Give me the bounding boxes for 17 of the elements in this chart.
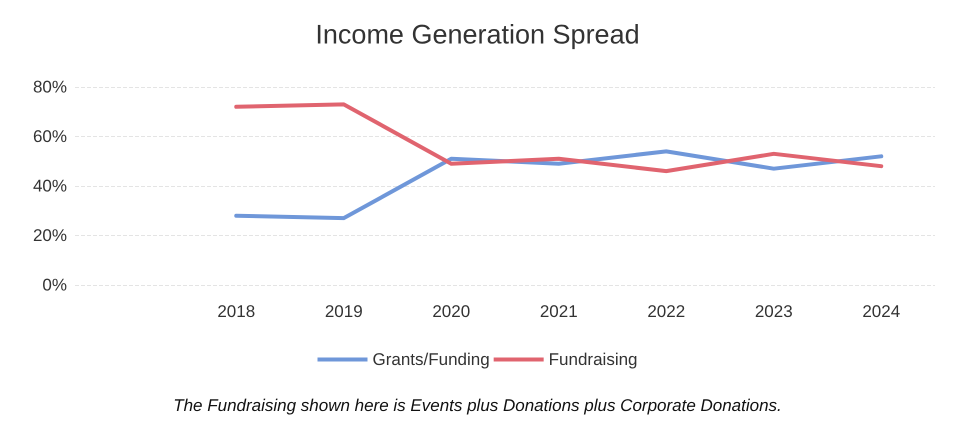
y-tick-label: 40% <box>32 176 67 196</box>
x-tick-label: 2020 <box>432 302 470 321</box>
y-tick-label: 0% <box>42 276 67 294</box>
x-tick-label: 2018 <box>217 302 256 321</box>
legend-label: Fundraising <box>548 350 638 369</box>
x-tick-label: 2022 <box>647 302 686 321</box>
chart-title: Income Generation Spread <box>315 20 640 50</box>
x-tick-label: 2023 <box>754 302 793 321</box>
x-tick-label: 2019 <box>324 302 363 321</box>
y-tick-label: 60% <box>32 127 67 146</box>
line-series <box>234 102 884 174</box>
x-tick-label: 2024 <box>862 302 900 321</box>
y-tick-label: 20% <box>32 226 67 245</box>
x-tick-label: 2021 <box>540 302 578 321</box>
legend-label: Grants/Funding <box>372 350 490 369</box>
y-tick-label: 80% <box>32 78 67 96</box>
text: The Fundraising shown here is Events plus Donations plus Corporate Donations. <box>172 395 783 417</box>
